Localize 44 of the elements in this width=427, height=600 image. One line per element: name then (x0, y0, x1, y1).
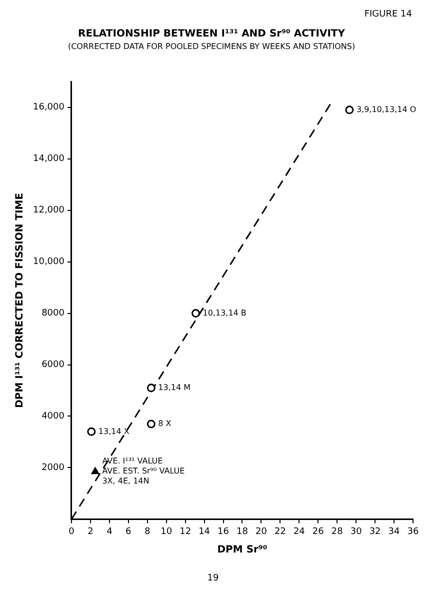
y-axis-title: DPM I¹³¹ CORRECTED TO FISSION TIME (14, 192, 26, 408)
x-tick-label: 2 (88, 526, 94, 537)
point (345, 106, 354, 114)
annotation: AVE. I¹³¹ VALUE AVE. EST. Sr⁹⁰ VALUE 3X, 4E, 14N (102, 456, 185, 486)
x-tick-label: 18 (236, 526, 248, 537)
x-tick-label: 8 (144, 526, 151, 537)
y-tick-label: 16,000 (32, 102, 65, 113)
caption: FIGURE 14 (364, 9, 412, 20)
point (192, 309, 200, 318)
x-tick-label: 16 (218, 526, 230, 537)
x-tick-label: 14 (198, 526, 210, 537)
point (91, 467, 99, 474)
x-tick-label: 0 (68, 526, 75, 537)
point (87, 427, 96, 436)
y-tick-label: 6000 (42, 360, 65, 370)
y-tick-label: 8000 (42, 308, 65, 319)
x-tick-label: 28 (331, 526, 344, 537)
x-tick-label: 24 (293, 526, 306, 537)
point (146, 384, 156, 392)
x-tick-label: 20 (255, 526, 268, 537)
x-tick-label: 32 (369, 526, 381, 537)
x-tick-label: 4 (106, 526, 113, 537)
x-tick-label: 22 (274, 526, 286, 537)
chart-title: RELATIONSHIP BETWEEN I¹³¹ AND Sr⁹⁰ ACTIVITY (78, 28, 346, 40)
x-axis-title: DPM Sr⁹⁰ (217, 544, 268, 556)
annotation: 8 X (158, 419, 172, 428)
x-tick-label: 10 (160, 526, 172, 537)
text: 19 (207, 573, 219, 584)
x-tick-label: 34 (388, 526, 400, 537)
x-tick-label: 36 (407, 526, 419, 537)
annotation: 3,9,10,13,14 O (356, 104, 416, 114)
x-tick-label: 12 (180, 526, 192, 537)
y-tick-label: 4000 (42, 412, 65, 422)
y-tick-label: 12,000 (32, 206, 65, 216)
point (146, 420, 156, 428)
y-tick-label: 14,000 (32, 154, 65, 164)
x-tick-label: 30 (350, 526, 362, 537)
chart-subtitle: (CORRECTED DATA FOR POOLED SPECIMENS BY WEEKS AND STATIONS) (68, 42, 356, 51)
y-tick-label: 2000 (42, 463, 65, 474)
x-tick-label: 6 (126, 526, 132, 537)
y-tick-label: 10,000 (32, 257, 65, 268)
x-tick-label: 26 (312, 526, 324, 537)
annotation: 13,14 M (158, 383, 191, 392)
annotation: 10,13,14 B (202, 308, 246, 318)
